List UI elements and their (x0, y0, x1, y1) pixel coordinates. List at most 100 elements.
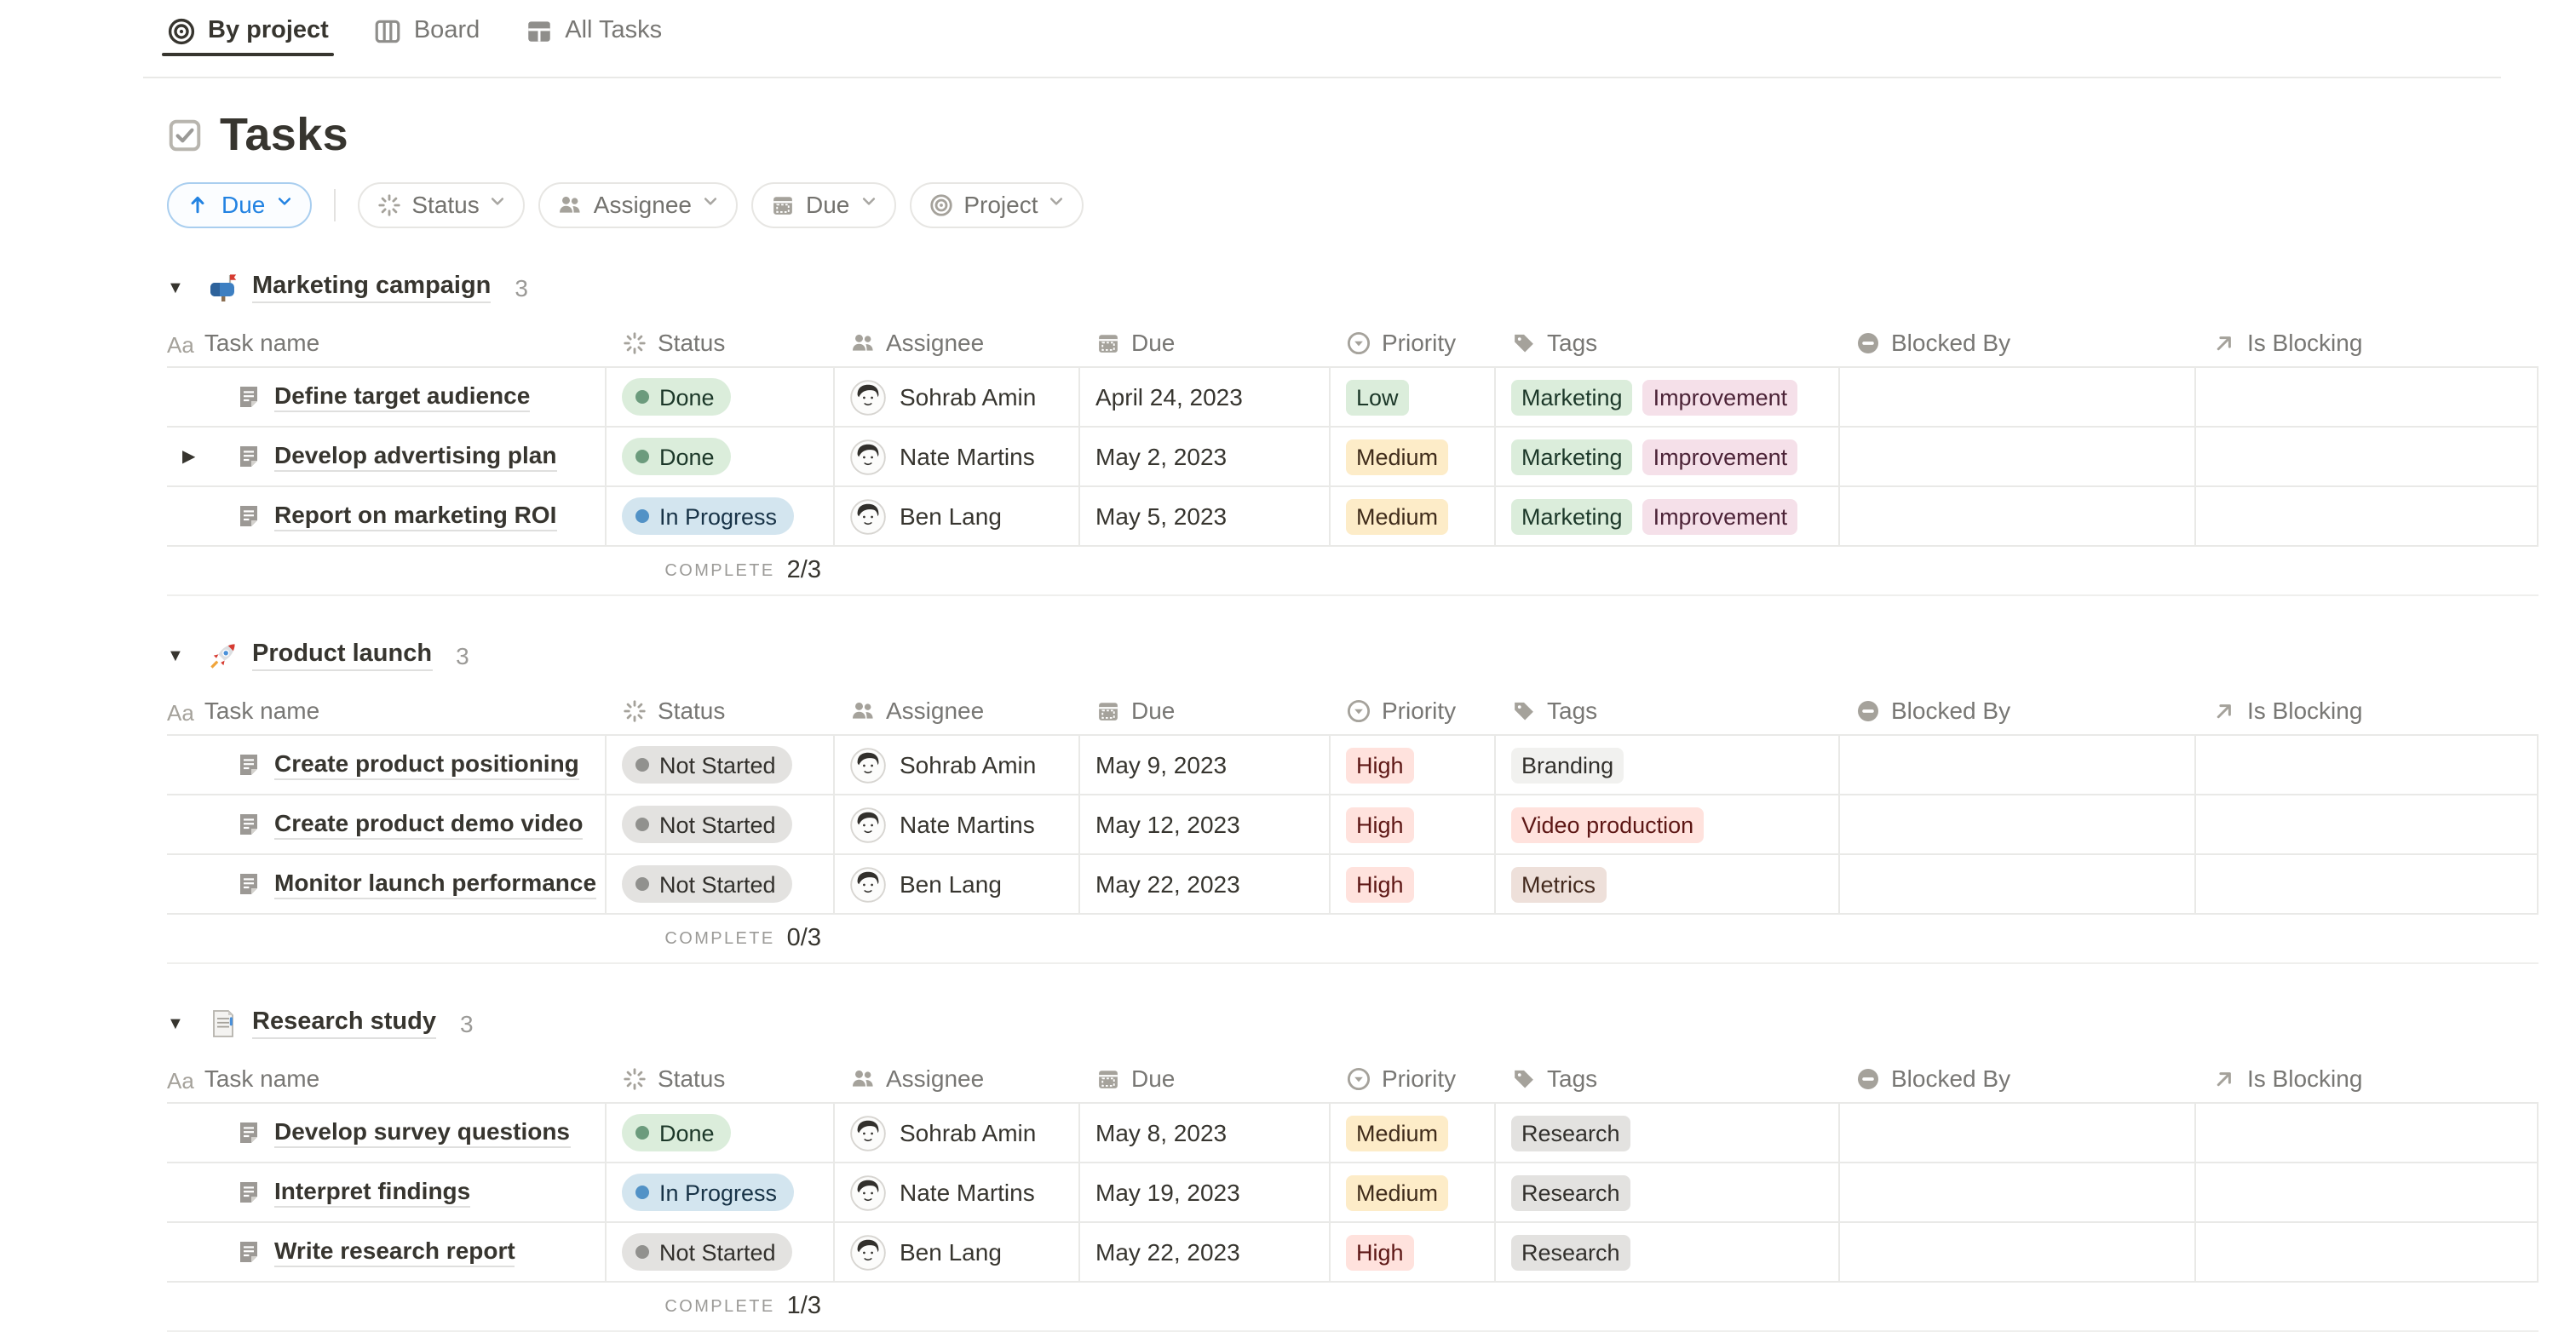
priority-cell[interactable]: High (1331, 1223, 1496, 1281)
blocked-by-cell[interactable] (1840, 855, 2196, 913)
tags-cell[interactable]: Branding (1496, 736, 1840, 794)
priority-cell[interactable]: Medium (1331, 487, 1496, 545)
tags-cell[interactable]: Marketing Improvement (1496, 487, 1840, 545)
column-header-task-name[interactable]: Aa Task name (167, 686, 607, 734)
column-header-task-name[interactable]: Aa Task name (167, 319, 607, 366)
task-name-cell[interactable]: ▶ Create product demo video (167, 795, 607, 853)
status-cell[interactable]: In Progress (607, 1163, 835, 1221)
due-cell[interactable]: April 24, 2023 (1080, 368, 1331, 426)
status-cell[interactable]: Not Started (607, 1223, 835, 1281)
column-header-tags[interactable]: Tags (1496, 1054, 1840, 1102)
assignee-cell[interactable]: Nate Martins (835, 1163, 1080, 1221)
column-header-assignee[interactable]: Assignee (835, 319, 1080, 366)
table-row[interactable]: ▶ Write research report Not Started Ben … (167, 1223, 2539, 1283)
column-header-task-name[interactable]: Aa Task name (167, 1054, 607, 1102)
due-cell[interactable]: May 2, 2023 (1080, 428, 1331, 485)
task-name-cell[interactable]: ▶ Create product positioning (167, 736, 607, 794)
blocked-by-cell[interactable] (1840, 428, 2196, 485)
due-cell[interactable]: May 8, 2023 (1080, 1104, 1331, 1162)
group-name-link[interactable]: Marketing campaign (252, 273, 492, 303)
group-name-link[interactable]: Research study (252, 1008, 436, 1039)
due-cell[interactable]: May 22, 2023 (1080, 1223, 1331, 1281)
tags-cell[interactable]: Marketing Improvement (1496, 428, 1840, 485)
table-row[interactable]: ▶ Interpret findings In Progress Nate Ma… (167, 1163, 2539, 1223)
filter-chip-due[interactable]: Due (750, 181, 896, 227)
expand-subtasks-icon[interactable]: ▶ (182, 447, 196, 466)
status-cell[interactable]: Not Started (607, 795, 835, 853)
task-name-cell[interactable]: ▶ Write research report (167, 1223, 607, 1281)
task-name-link[interactable]: Write research report (274, 1237, 515, 1267)
task-name-cell[interactable]: ▶ Monitor launch performance (167, 855, 607, 913)
group-collapse-toggle-icon[interactable]: ▼ (167, 1014, 184, 1033)
assignee-cell[interactable]: Sohrab Amin (835, 368, 1080, 426)
tags-cell[interactable]: Metrics (1496, 855, 1840, 913)
blocked-by-cell[interactable] (1840, 1163, 2196, 1221)
column-header-status[interactable]: Status (607, 319, 835, 366)
task-name-link[interactable]: Develop advertising plan (274, 441, 557, 472)
assignee-cell[interactable]: Sohrab Amin (835, 736, 1080, 794)
blocked-by-cell[interactable] (1840, 1104, 2196, 1162)
task-name-link[interactable]: Create product demo video (274, 809, 584, 840)
table-row[interactable]: ▶ Define target audience Done Sohrab Ami… (167, 368, 2539, 428)
priority-cell[interactable]: High (1331, 795, 1496, 853)
status-cell[interactable]: In Progress (607, 487, 835, 545)
complete-aggregate[interactable]: COMPLETE 1/3 (167, 1283, 835, 1330)
complete-aggregate[interactable]: COMPLETE 0/3 (167, 915, 835, 962)
complete-aggregate[interactable]: COMPLETE 2/3 (167, 547, 835, 594)
column-header-blocked-by[interactable]: Blocked By (1840, 686, 2196, 734)
column-header-due[interactable]: Due (1080, 686, 1331, 734)
tags-cell[interactable]: Research (1496, 1163, 1840, 1221)
is-blocking-cell[interactable] (2196, 736, 2539, 794)
table-row[interactable]: ▶ Create product positioning Not Started… (167, 736, 2539, 795)
is-blocking-cell[interactable] (2196, 1223, 2539, 1281)
task-name-link[interactable]: Develop survey questions (274, 1117, 571, 1148)
task-name-link[interactable]: Monitor launch performance (274, 869, 597, 899)
column-header-status[interactable]: Status (607, 686, 835, 734)
status-cell[interactable]: Done (607, 1104, 835, 1162)
tab-all-tasks[interactable]: All Tasks (524, 17, 662, 56)
blocked-by-cell[interactable] (1840, 1223, 2196, 1281)
task-name-cell[interactable]: ▶ Define target audience (167, 368, 607, 426)
is-blocking-cell[interactable] (2196, 795, 2539, 853)
is-blocking-cell[interactable] (2196, 1163, 2539, 1221)
table-row[interactable]: ▶ Report on marketing ROI In Progress Be… (167, 487, 2539, 547)
task-name-cell[interactable]: ▶ Report on marketing ROI (167, 487, 607, 545)
column-header-blocked-by[interactable]: Blocked By (1840, 1054, 2196, 1102)
task-name-link[interactable]: Interpret findings (274, 1177, 471, 1208)
task-name-link[interactable]: Report on marketing ROI (274, 501, 557, 531)
filter-chip-status[interactable]: Status (357, 181, 526, 227)
table-row[interactable]: ▶ Develop advertising plan Done Nate Mar… (167, 428, 2539, 487)
task-name-cell[interactable]: ▶ Develop advertising plan (167, 428, 607, 485)
table-row[interactable]: ▶ Develop survey questions Done Sohrab A… (167, 1104, 2539, 1163)
status-cell[interactable]: Done (607, 368, 835, 426)
is-blocking-cell[interactable] (2196, 855, 2539, 913)
task-name-cell[interactable]: ▶ Develop survey questions (167, 1104, 607, 1162)
tab-board[interactable]: Board (373, 17, 480, 56)
due-cell[interactable]: May 19, 2023 (1080, 1163, 1331, 1221)
priority-cell[interactable]: Medium (1331, 1104, 1496, 1162)
priority-cell[interactable]: Medium (1331, 1163, 1496, 1221)
group-collapse-toggle-icon[interactable]: ▼ (167, 646, 184, 665)
column-header-tags[interactable]: Tags (1496, 319, 1840, 366)
blocked-by-cell[interactable] (1840, 795, 2196, 853)
tab-by-project[interactable]: By project (162, 17, 334, 56)
assignee-cell[interactable]: Sohrab Amin (835, 1104, 1080, 1162)
status-cell[interactable]: Not Started (607, 855, 835, 913)
tags-cell[interactable]: Research (1496, 1104, 1840, 1162)
priority-cell[interactable]: High (1331, 736, 1496, 794)
column-header-blocked-by[interactable]: Blocked By (1840, 319, 2196, 366)
due-cell[interactable]: May 9, 2023 (1080, 736, 1331, 794)
table-row[interactable]: ▶ Monitor launch performance Not Started… (167, 855, 2539, 915)
due-cell[interactable]: May 22, 2023 (1080, 855, 1331, 913)
column-header-priority[interactable]: Priority (1331, 686, 1496, 734)
assignee-cell[interactable]: Nate Martins (835, 428, 1080, 485)
blocked-by-cell[interactable] (1840, 368, 2196, 426)
column-header-is-blocking[interactable]: Is Blocking (2196, 319, 2539, 366)
task-name-link[interactable]: Create product positioning (274, 749, 579, 780)
column-header-assignee[interactable]: Assignee (835, 1054, 1080, 1102)
is-blocking-cell[interactable] (2196, 368, 2539, 426)
column-header-is-blocking[interactable]: Is Blocking (2196, 1054, 2539, 1102)
group-collapse-toggle-icon[interactable]: ▼ (167, 278, 184, 297)
due-cell[interactable]: May 5, 2023 (1080, 487, 1331, 545)
due-cell[interactable]: May 12, 2023 (1080, 795, 1331, 853)
